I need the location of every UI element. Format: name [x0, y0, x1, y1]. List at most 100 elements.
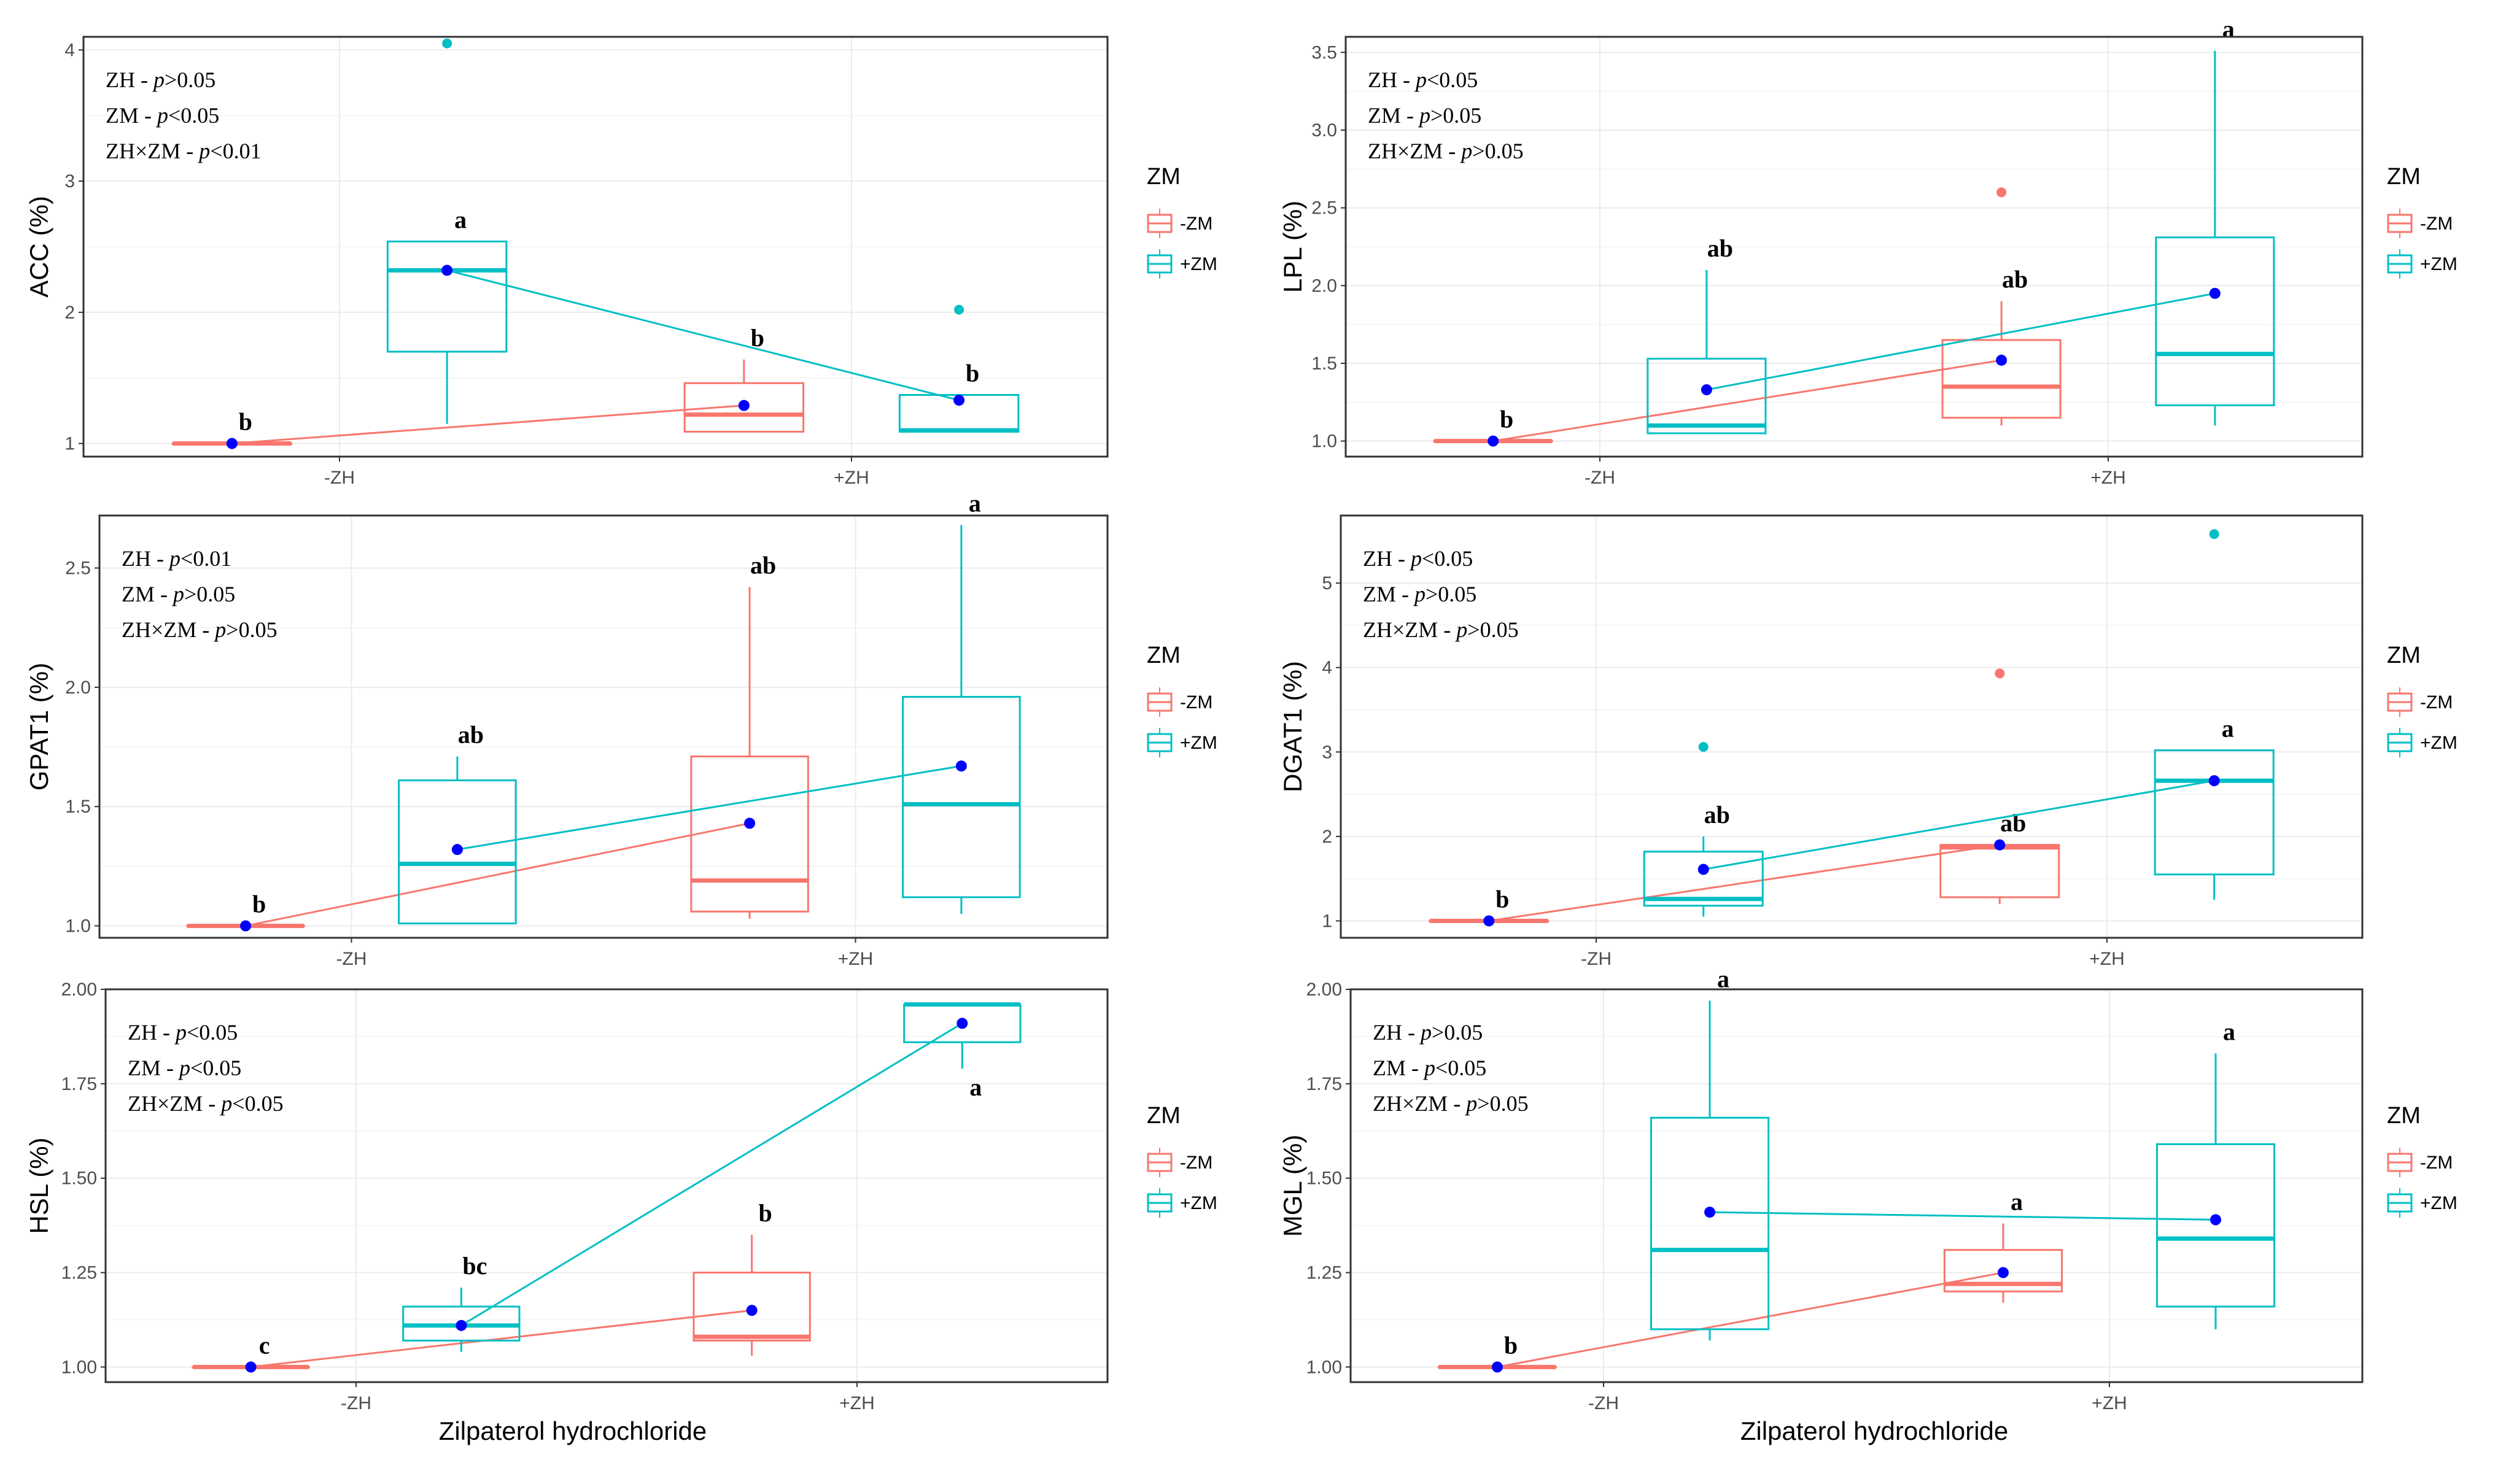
legend-title: ZM	[1147, 643, 1181, 668]
mean-point	[746, 1305, 758, 1316]
outlier-point	[442, 38, 452, 48]
panel-border	[98, 514, 1109, 939]
y-tick-label: 3	[1322, 742, 1332, 762]
mean-connector-line	[446, 269, 960, 401]
box	[398, 779, 517, 925]
y-tick-label: 1.75	[1306, 1074, 1342, 1094]
y-tick-label: 1.50	[1306, 1169, 1342, 1189]
significance-letter: b	[252, 891, 266, 918]
y-tick-label: 1.0	[65, 916, 91, 937]
outlier-point	[2209, 529, 2219, 539]
outlier-point	[1995, 668, 2005, 679]
legend-item-label: +ZM	[1180, 254, 1217, 274]
mean-point	[451, 844, 463, 856]
y-axis-label: GPAT1 (%)	[25, 663, 53, 790]
significance-letter: b	[1500, 406, 1513, 433]
mean-connector-line	[1703, 779, 2214, 871]
x-axis-title-right: Zilpaterol hydrochloride	[1740, 1416, 2009, 1445]
stats-annotation-line: ZH×ZM - p>0.05	[1368, 139, 1524, 163]
x-tick-label: +ZH	[838, 949, 874, 969]
significance-letter: c	[259, 1331, 270, 1359]
y-tick-label: 1.00	[61, 1357, 97, 1377]
panel-1: 1 2 3 4 -ZH +ZH b b a b ZH - p>0.05 ZM - p<0.05 ZH×Z…	[25, 36, 1217, 488]
legend-item-label: +ZM	[2420, 733, 2458, 753]
y-tick-label: 3	[64, 171, 75, 191]
box	[683, 382, 805, 433]
panel-5: 1.00 1.25 1.50 1.75 2.00 -ZH +ZH c b bc a ZH - p<0.…	[25, 980, 1217, 1413]
y-tick-label: 1.50	[61, 1169, 97, 1189]
box	[1647, 357, 1767, 435]
significance-letter: ab	[1704, 801, 1730, 829]
mean-point	[738, 400, 750, 411]
stats-annotation-line: ZH - p<0.05	[1363, 546, 1473, 571]
legend-item-label: +ZM	[2420, 1193, 2458, 1213]
mean-connector-line	[1710, 1211, 2216, 1221]
mean-point	[1996, 354, 2008, 366]
box	[1643, 851, 1764, 907]
significance-letter: ab	[2002, 266, 2028, 293]
mean-point	[955, 760, 967, 772]
box	[692, 1272, 811, 1342]
outlier-point	[954, 304, 964, 315]
mean-connector-line	[1497, 1272, 2004, 1368]
mean-point	[1704, 1207, 1716, 1218]
mean-point	[956, 1018, 968, 1029]
y-axis-label: HSL (%)	[25, 1137, 53, 1234]
stats-annotation-line: ZH - p<0.01	[122, 546, 231, 571]
y-tick-label: 1.00	[1306, 1357, 1342, 1377]
y-tick-label: 5	[1322, 573, 1332, 593]
y-axis-label: ACC (%)	[25, 196, 53, 298]
mean-point	[1994, 839, 2006, 851]
mean-point	[1697, 864, 1709, 875]
box	[2154, 749, 2275, 876]
legend-item-label: -ZM	[2420, 1153, 2453, 1173]
box	[690, 756, 809, 913]
outlier-point	[1996, 187, 2007, 198]
y-tick-label: 1.25	[61, 1263, 97, 1283]
panel-border	[1344, 36, 2364, 458]
mean-point	[1491, 1361, 1503, 1373]
x-tick-label: -ZH	[1585, 468, 1615, 488]
y-tick-label: 4	[1322, 658, 1332, 678]
mean-connector-line	[1489, 844, 2000, 922]
significance-letter: a	[2011, 1188, 2023, 1216]
stats-annotation-line: ZM - p<0.05	[1373, 1056, 1486, 1080]
y-tick-label: 2	[1322, 827, 1332, 847]
legend-item-label: +ZM	[1180, 733, 1217, 753]
y-tick-label: 3.0	[1311, 120, 1337, 141]
stats-annotation-line: ZM - p<0.05	[128, 1056, 241, 1080]
x-tick-label: +ZH	[834, 468, 869, 488]
legend-item-label: -ZM	[1180, 692, 1212, 713]
y-tick-label: 3.5	[1311, 42, 1337, 63]
panel-border	[104, 988, 1109, 1383]
significance-letter: b	[239, 408, 252, 436]
significance-letter: bc	[462, 1252, 487, 1280]
mean-point	[2210, 1214, 2222, 1226]
outlier-point	[1698, 742, 1709, 752]
mean-point	[744, 817, 756, 829]
y-tick-label: 1.5	[1311, 354, 1337, 374]
y-tick-label: 2.00	[1306, 980, 1342, 1000]
stats-annotation-line: ZH×ZM - p<0.01	[106, 139, 262, 163]
y-tick-label: 1	[64, 434, 75, 454]
significance-letter: b	[1504, 1331, 1518, 1359]
significance-letter: ab	[458, 721, 484, 749]
stats-annotation-line: ZM - p>0.05	[1363, 582, 1476, 606]
y-axis-label: LPL (%)	[1278, 201, 1307, 293]
mean-point	[1701, 384, 1712, 396]
panel-3: 1.0 1.5 2.0 2.5 -ZH +ZH b ab ab a ZH - p<0.01 ZM - …	[25, 490, 1217, 969]
significance-letter: b	[1495, 885, 1509, 913]
mean-point	[441, 265, 453, 276]
box	[1650, 1116, 1770, 1331]
mean-connector-line	[231, 404, 744, 445]
x-tick-label: +ZH	[2092, 1393, 2127, 1413]
significance-letter: ab	[1707, 234, 1733, 262]
y-tick-label: 1.0	[1311, 431, 1337, 452]
legend-item-label: -ZM	[2420, 692, 2453, 713]
box	[2155, 1143, 2276, 1308]
x-tick-label: +ZH	[839, 1393, 875, 1413]
x-tick-label: +ZH	[2089, 949, 2125, 969]
mean-connector-line	[1492, 359, 2002, 442]
significance-letter: b	[751, 324, 764, 352]
